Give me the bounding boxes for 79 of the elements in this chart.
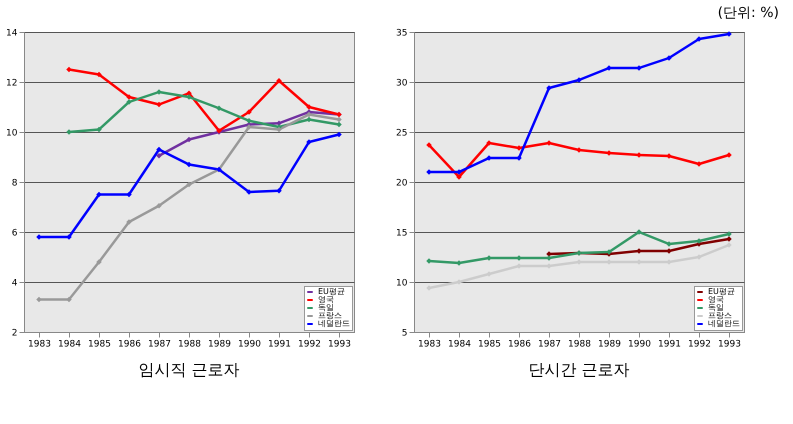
x-tick-label: 1987 [148,340,171,350]
x-tick-label: 1984 [58,340,82,350]
x-tick-label: 1993 [328,340,351,350]
text: 단시간 근로자 [528,360,630,379]
x-tick-label: 1991 [268,340,291,350]
text: (단위: %) [718,4,779,22]
x-tick-label: 1983 [418,340,441,350]
point [66,66,72,72]
point [516,145,522,151]
point [186,182,192,188]
y-tick-label: 10 [396,278,408,288]
point [156,146,162,152]
y-tick-label: 4 [12,278,18,288]
y-tick-label: 25 [396,128,408,138]
point [726,152,732,158]
x-tick-label: 1990 [238,340,262,350]
x-tick-label: 1983 [28,340,51,350]
y-tick-label: 35 [396,28,408,38]
legend-label: 영국 [708,295,724,304]
x-tick-label: 1985 [88,340,111,350]
legend-label: 프랑스 [318,311,342,320]
x-tick-label: 1988 [568,340,592,350]
point [126,99,132,105]
y-tick-label: 8 [12,178,18,188]
y-tick-label: 20 [396,178,408,188]
y-tick-label: 10 [6,128,18,138]
point [486,140,492,146]
x-tick-label: 1986 [508,340,532,350]
point [306,104,312,110]
x-tick-label: 1989 [208,340,232,350]
point [726,31,732,37]
x-tick-label: 1992 [688,340,711,350]
point [336,132,342,138]
y-tick-label: 12 [6,78,18,88]
text: 임시직 근로자 [138,360,240,379]
legend-label: 네덜란드 [708,319,740,328]
point [96,72,102,78]
legend-label: EU평균 [318,287,345,296]
point [186,162,192,168]
legend-label: 독일 [708,303,724,312]
legend-label: 네덜란드 [318,319,350,328]
point [156,102,162,108]
point [426,142,432,148]
x-tick-label: 1989 [598,340,622,350]
legend-label: EU평균 [708,287,735,296]
y-tick-label: 5 [402,328,408,338]
y-tick-label: 2 [12,328,18,338]
point [126,94,132,100]
x-tick-label: 1986 [118,340,142,350]
point [456,174,462,180]
point [546,85,552,91]
point [666,55,672,61]
point [696,161,702,167]
x-tick-label: 1984 [448,340,472,350]
legend-label: 영국 [318,295,334,304]
x-tick-label: 1993 [718,340,741,350]
point [576,77,582,83]
point [696,36,702,42]
x-tick-label: 1988 [178,340,202,350]
y-tick-label: 6 [12,228,18,238]
point [726,236,732,242]
x-tick-label: 1991 [658,340,681,350]
y-tick-label: 30 [396,78,408,88]
point [726,231,732,237]
x-tick-label: 1985 [478,340,501,350]
point [186,136,192,142]
y-tick-label: 15 [396,228,408,238]
point [246,109,252,115]
point [636,229,642,235]
point [96,259,102,265]
x-tick-label: 1990 [628,340,652,350]
point [126,219,132,225]
point [306,139,312,145]
x-tick-label: 1987 [538,340,561,350]
legend-label: 프랑스 [708,311,732,320]
legend-label: 독일 [318,303,334,312]
x-tick-label: 1992 [298,340,321,350]
y-tick-label: 14 [6,28,18,38]
point [546,140,552,146]
